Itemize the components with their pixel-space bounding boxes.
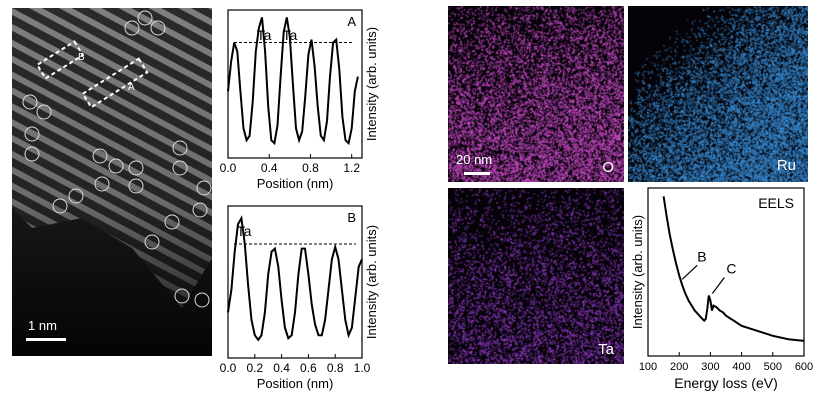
atom-marker-circle: [137, 10, 153, 26]
map-scale-bar: [464, 172, 490, 175]
atom-marker-circle: [128, 178, 144, 194]
x-tick-label: 600: [795, 361, 813, 373]
atom-marker-circle: [24, 126, 40, 142]
y-axis-label: Intensity (arb. units): [364, 27, 379, 141]
panel-label: EELS: [758, 195, 794, 211]
y-axis-label: Intensity (arb. units): [364, 225, 379, 339]
map-ru: Ru: [628, 6, 808, 182]
panel-label: A: [347, 14, 356, 29]
atom-marker-circle: [24, 146, 40, 162]
atom-marker-circle: [192, 202, 208, 218]
stem-image: B A 1 nm: [12, 8, 212, 356]
profile-line: [227, 215, 363, 342]
stem-scale-bar: [26, 338, 66, 341]
atom-marker-circle: [108, 158, 124, 174]
profile-chart-a: 0.0 0.4 0.8 1.2 Position (nm) Intensity (arb.…: [220, 9, 379, 191]
atom-marker-circle: [172, 140, 188, 156]
stem-circles: [22, 10, 212, 308]
atom-marker-circle: [144, 234, 160, 250]
x-tick-label: 0.8: [302, 161, 319, 175]
profile-chart-b: 0.0 0.2 0.4 0.6 0.8 1.0 Position (nm) Intensity…: [220, 205, 379, 391]
atom-marker-circle: [164, 214, 180, 230]
x-tick-label: 1.0: [354, 361, 371, 375]
stem-scale-label: 1 nm: [28, 318, 57, 333]
x-tick-label: 200: [670, 361, 688, 373]
x-tick-label: 500: [764, 361, 782, 373]
atom-marker-circle: [174, 288, 190, 304]
atom-marker-circle: [150, 20, 166, 36]
peak-label: Ta: [282, 27, 297, 43]
x-tick-label: 0.0: [220, 161, 237, 175]
atom-marker-circle: [196, 180, 212, 196]
plot-frame: [647, 187, 805, 357]
annotation-b: B: [697, 248, 706, 264]
panel-label: B: [347, 210, 356, 225]
atom-marker-circle: [124, 20, 140, 36]
x-tick-label: 0.6: [300, 361, 317, 375]
map-ta-label: Ta: [598, 341, 614, 358]
profile-line: [227, 17, 359, 146]
box-b-label: B: [78, 52, 85, 63]
peak-label: Ta: [257, 27, 272, 43]
x-tick-label: 100: [639, 361, 657, 373]
x-tick-label: 1.2: [343, 161, 360, 175]
atom-marker-circle: [92, 148, 108, 164]
peak-label: Ta: [237, 223, 252, 239]
x-axis-label: Position (nm): [257, 376, 334, 391]
annotation-c-arrow: [711, 277, 725, 294]
x-tick-label: 400: [732, 361, 750, 373]
x-axis-label: Energy loss (eV): [674, 375, 777, 391]
atom-marker-circle: [68, 188, 84, 204]
eels-spectrum-line: [662, 196, 805, 342]
x-tick-label: 0.0: [220, 361, 237, 375]
annotation-c: C: [726, 261, 736, 277]
x-tick-label: 0.8: [327, 361, 344, 375]
atom-marker-circle: [172, 160, 188, 176]
map-ta: Ta: [448, 188, 624, 364]
x-tick-label: 0.4: [261, 161, 278, 175]
atom-marker-circle: [52, 198, 68, 214]
x-axis-label: Position (nm): [257, 176, 334, 191]
y-axis-label: Intensity (arb. units): [630, 215, 645, 329]
atom-marker-circle: [194, 292, 210, 308]
atom-marker-circle: [22, 94, 38, 110]
box-a-label: A: [128, 82, 135, 93]
x-tick-label: 300: [701, 361, 719, 373]
x-tick-label: 0.4: [273, 361, 290, 375]
map-o: 20 nm O: [448, 6, 624, 182]
box-b: [35, 40, 85, 80]
atom-marker-circle: [94, 176, 110, 192]
annotation-b-arrow: [681, 264, 698, 280]
atom-marker-circle: [128, 160, 144, 176]
eels-chart: 100 200 300 400 500 600 Energy loss (eV) Intens…: [630, 187, 813, 391]
map-o-label: O: [602, 159, 614, 176]
plot-frame: [227, 205, 363, 359]
map-scale-label: 20 nm: [456, 152, 493, 167]
x-tick-label: 0.2: [246, 361, 263, 375]
atom-marker-circle: [36, 104, 52, 120]
box-a: [81, 57, 149, 109]
map-ru-label: Ru: [776, 157, 796, 174]
